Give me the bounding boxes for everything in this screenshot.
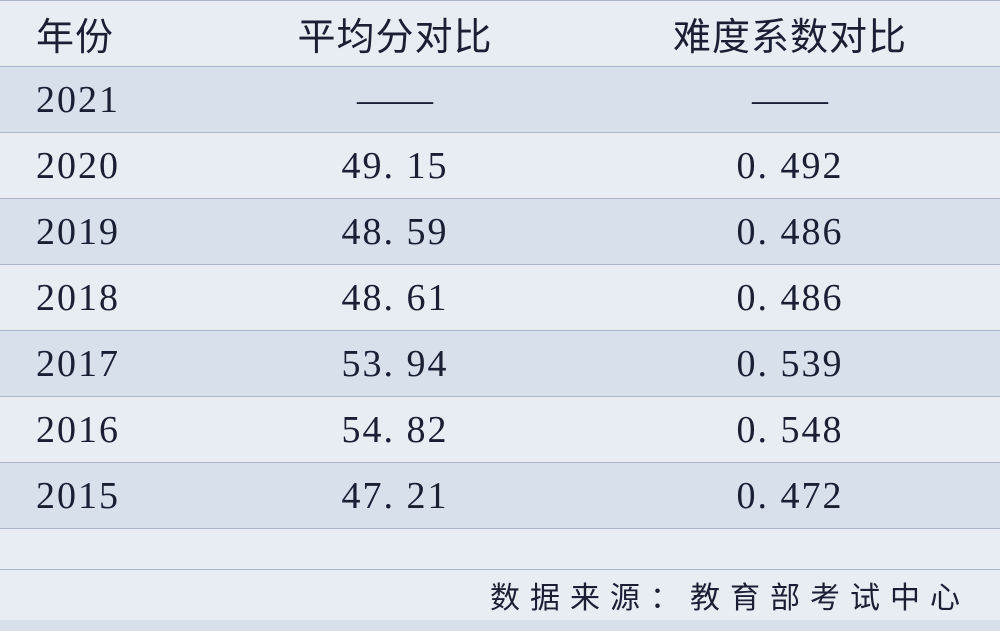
table-body: 2021 —— —— 2020 49. 15 0. 492 2019 48. 5… bbox=[0, 67, 1000, 621]
cell-year: 2020 bbox=[0, 144, 120, 188]
score-comparison-table: 年份 平均分对比 难度系数对比 2021 —— —— 2020 49. 15 0… bbox=[0, 0, 1000, 620]
cell-diff: 0. 548 bbox=[737, 409, 844, 451]
cell-avg: —— bbox=[357, 79, 433, 121]
source-row: 数据来源：教育部考试中心 bbox=[0, 570, 1000, 621]
col-header-avg: 平均分对比 bbox=[210, 1, 580, 67]
table-row: 2016 54. 82 0. 548 bbox=[0, 397, 1000, 463]
cell-diff: 0. 486 bbox=[737, 211, 844, 253]
cell-diff: —— bbox=[752, 79, 828, 121]
cell-avg: 48. 59 bbox=[342, 211, 449, 253]
cell-avg: 54. 82 bbox=[342, 409, 449, 451]
cell-year: 2021 bbox=[0, 78, 120, 122]
table-row: 2019 48. 59 0. 486 bbox=[0, 199, 1000, 265]
cell-avg: 49. 15 bbox=[342, 145, 449, 187]
cell-year: 2019 bbox=[0, 210, 120, 254]
spacer-row bbox=[0, 529, 1000, 570]
table-row: 2018 48. 61 0. 486 bbox=[0, 265, 1000, 331]
cell-year: 2015 bbox=[0, 474, 120, 518]
cell-diff: 0. 486 bbox=[737, 277, 844, 319]
table-row: 2020 49. 15 0. 492 bbox=[0, 133, 1000, 199]
table-row: 2021 —— —— bbox=[0, 67, 1000, 133]
table-row: 2017 53. 94 0. 539 bbox=[0, 331, 1000, 397]
cell-diff: 0. 539 bbox=[737, 343, 844, 385]
col-header-year: 年份 bbox=[0, 1, 210, 67]
cell-avg: 53. 94 bbox=[342, 343, 449, 385]
cell-avg: 47. 21 bbox=[342, 475, 449, 517]
cell-avg: 48. 61 bbox=[342, 277, 449, 319]
cell-year: 2016 bbox=[0, 408, 120, 452]
cell-diff: 0. 472 bbox=[737, 475, 844, 517]
col-header-diff: 难度系数对比 bbox=[580, 1, 1000, 67]
table-header-row: 年份 平均分对比 难度系数对比 bbox=[0, 1, 1000, 67]
table-row: 2015 47. 21 0. 472 bbox=[0, 463, 1000, 529]
cell-year: 2018 bbox=[0, 276, 120, 320]
cell-year: 2017 bbox=[0, 342, 120, 386]
source-text: 数据来源：教育部考试中心 bbox=[0, 573, 1000, 617]
col-header-year-label: 年份 bbox=[0, 6, 114, 61]
cell-diff: 0. 492 bbox=[737, 145, 844, 187]
